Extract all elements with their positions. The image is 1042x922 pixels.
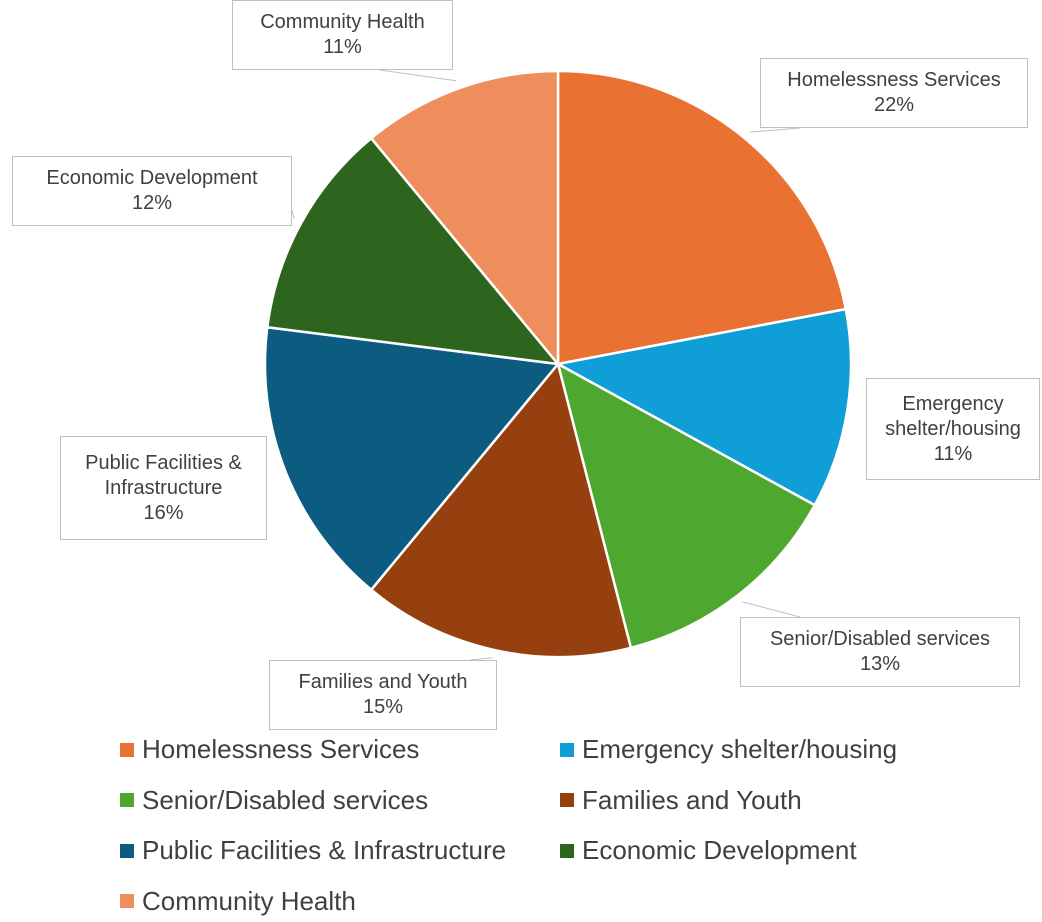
legend-label: Economic Development (582, 835, 857, 865)
legend-swatch (560, 793, 574, 807)
data-label-value: 22% (873, 94, 915, 116)
data-label-value: 11% (323, 36, 362, 58)
pie-slice (263, 325, 561, 592)
data-label-category: Economic Development (46, 167, 258, 189)
legend-swatch (120, 793, 134, 807)
data-label-value: 16% (143, 501, 184, 524)
data-label: Economic Development 12% (12, 156, 292, 226)
data-label-category: Public Facilities & Infrastructure (85, 451, 242, 499)
data-label-value: 13% (859, 653, 901, 675)
data-label: Homelessness Services 22% (760, 58, 1028, 128)
legend-swatch (120, 843, 134, 858)
data-label: Emergency shelter/housing 11% (866, 378, 1040, 480)
legend-label: Senior/Disabled services (142, 784, 429, 815)
legend-label: Families and Youth (582, 784, 802, 815)
data-label-value: 11% (933, 442, 973, 465)
leader-line (469, 657, 493, 661)
pie-slice (554, 307, 853, 507)
data-label: Families and Youth 15% (269, 660, 497, 730)
legend-swatch (560, 742, 574, 757)
data-label-category: Homelessness Services (787, 69, 1001, 91)
data-label: Senior/Disabled services 13% (740, 617, 1020, 687)
legend-item: Emergency shelter/housing (560, 734, 897, 765)
legend-item: Senior/Disabled services (120, 785, 428, 816)
pie-slice (556, 69, 848, 366)
legend-item: Public Facilities & Infrastructure (120, 835, 506, 866)
leader-line (742, 601, 801, 618)
data-label-category: Community Health (260, 11, 425, 33)
data-label-value: 15% (362, 696, 404, 718)
data-label-category: Families and Youth (298, 671, 468, 693)
leader-line (379, 69, 457, 82)
legend-item: Economic Development (560, 835, 857, 866)
legend-label: Public Facilities & Infrastructure (142, 835, 507, 865)
data-label-value: 12% (131, 192, 173, 214)
pie-slice (556, 361, 817, 650)
legend-item: Community Health (120, 886, 356, 917)
leader-line (291, 209, 295, 220)
legend-swatch (120, 894, 134, 908)
data-label-category: Senior/Disabled services (769, 628, 991, 650)
leader-line (749, 127, 801, 133)
legend-label: Community Health (142, 885, 356, 916)
legend-item: Homelessness Services (120, 734, 419, 765)
pie-slice (369, 361, 633, 659)
legend-label: Emergency shelter/housing (582, 734, 898, 764)
legend-label: Homelessness Services (142, 734, 420, 764)
legend-item: Families and Youth (560, 785, 802, 816)
pie-slice (369, 69, 560, 368)
data-label: Community Health 11% (232, 0, 453, 70)
legend-swatch (120, 742, 134, 757)
legend-swatch (560, 843, 574, 858)
data-label: Public Facilities & Infrastructure 16% (60, 436, 267, 540)
pie-slice (265, 136, 561, 366)
data-label-category: Emergency shelter/housing (885, 392, 1021, 440)
